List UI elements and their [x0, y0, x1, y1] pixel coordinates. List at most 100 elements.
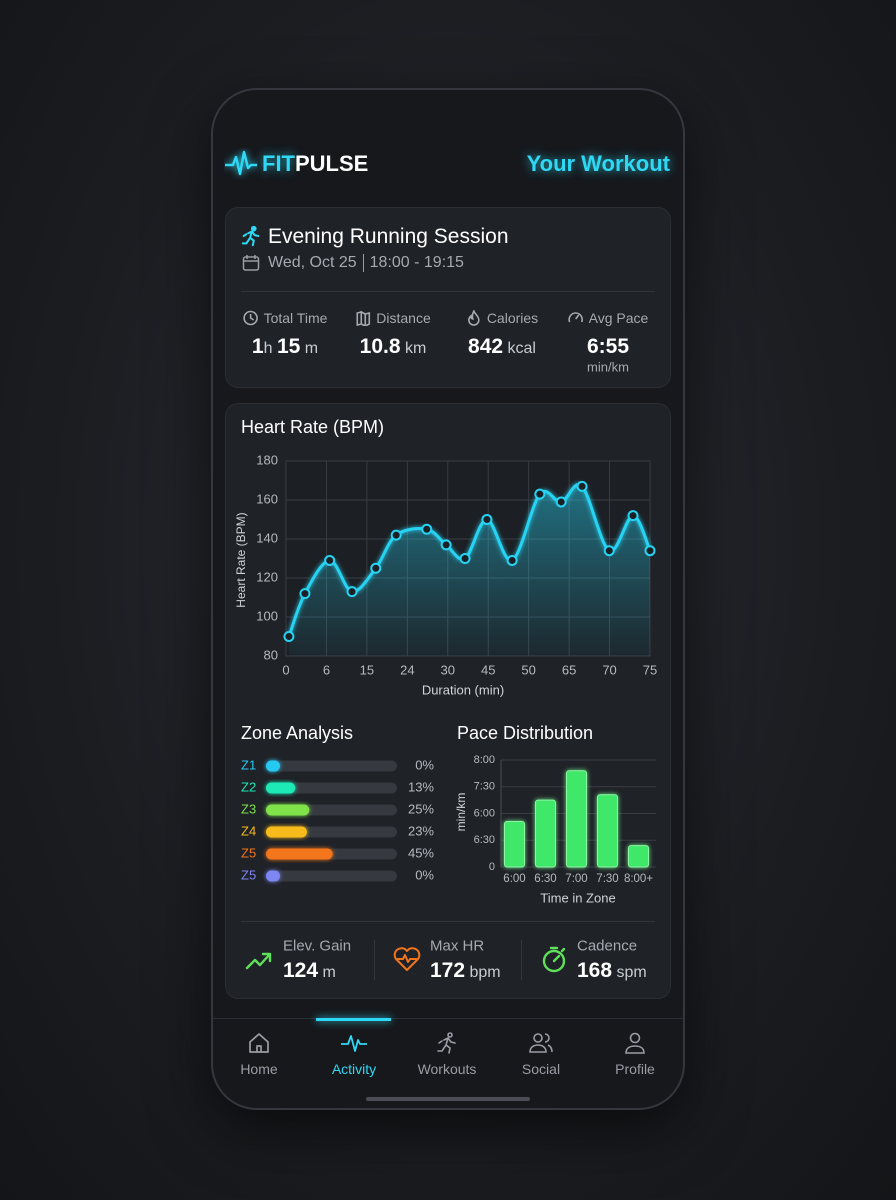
- point: [603, 545, 615, 557]
- x-tick-label: 7:00: [565, 873, 587, 885]
- divider: [241, 921, 655, 922]
- point: [576, 480, 588, 492]
- y-tick-label: 8:00: [474, 754, 495, 766]
- x-tick-label: 0: [282, 662, 289, 677]
- y-tick-label: 140: [256, 530, 278, 545]
- page-title: Your Workout: [526, 151, 670, 176]
- bar: [597, 794, 618, 868]
- point: [324, 554, 336, 566]
- home-indicator: [366, 1097, 530, 1101]
- zone-track: [266, 782, 397, 794]
- x-tick-label: 50: [521, 662, 535, 677]
- zone-value: 13%: [408, 779, 434, 794]
- stat-label: Avg Pace: [568, 310, 649, 326]
- point: [440, 539, 452, 551]
- chart-title: Pace Distribution: [457, 723, 593, 743]
- zone-track: [266, 870, 397, 882]
- x-tick-label: 7:30: [596, 873, 618, 885]
- profile-icon[interactable]: [623, 1031, 647, 1055]
- gauge-icon: [568, 312, 583, 323]
- zone-value: 0%: [415, 757, 434, 772]
- zone-value: 25%: [408, 801, 434, 816]
- stat-label: Distance: [355, 310, 431, 326]
- point: [555, 496, 567, 508]
- date-separator: [362, 254, 364, 272]
- logo-icon: [225, 150, 257, 176]
- x-tick-label: 6:30: [534, 873, 556, 885]
- zone-bar: [266, 870, 280, 882]
- unit: min/km: [587, 359, 629, 375]
- hours: 1: [251, 335, 264, 358]
- trend-icon: [245, 952, 272, 970]
- nav-profile[interactable]: Profile: [615, 1061, 655, 1077]
- summary-value: 124 m: [283, 959, 336, 983]
- zone-value: 45%: [408, 845, 434, 860]
- x-tick-label: 70: [602, 662, 616, 677]
- zone-label: Z2: [241, 779, 256, 794]
- bar: [504, 821, 525, 868]
- y-axis-label: Heart Rate (BPM): [234, 512, 248, 607]
- point: [627, 510, 639, 522]
- bar: [535, 799, 556, 868]
- summary-label: Max HR: [430, 937, 485, 955]
- chart-title: Zone Analysis: [241, 723, 353, 743]
- value: 172: [430, 959, 466, 982]
- nav-border: [213, 1018, 683, 1019]
- nav-activity[interactable]: Activity: [331, 1061, 377, 1077]
- heart-icon: [393, 947, 421, 971]
- clock-icon: [243, 310, 258, 326]
- zone-value: 23%: [408, 823, 434, 838]
- flame-icon: [468, 310, 480, 326]
- calendar-icon: [242, 255, 260, 271]
- session-card: [225, 207, 671, 388]
- x-axis-label: Duration (min): [422, 682, 504, 697]
- activity-icon[interactable]: [340, 1031, 368, 1055]
- zone-bar: [266, 804, 310, 816]
- x-tick-label: 30: [441, 662, 455, 677]
- value: 124: [283, 959, 319, 982]
- map-icon: [356, 310, 371, 326]
- summary-value: 172 bpm: [430, 959, 501, 983]
- point: [459, 553, 471, 564]
- social-icon[interactable]: [527, 1031, 555, 1055]
- workouts-icon[interactable]: [435, 1031, 459, 1055]
- zone-bar: [266, 760, 280, 772]
- y-tick-label: 0: [489, 861, 495, 873]
- y-axis-label: min/km: [454, 793, 468, 832]
- x-tick-label: 65: [562, 662, 576, 677]
- summary-label: Elev. Gain: [283, 937, 352, 955]
- nav-social[interactable]: Social: [521, 1061, 561, 1077]
- zone-track: [266, 760, 397, 772]
- zone-label: Z1: [241, 757, 256, 772]
- unit: m: [322, 964, 336, 981]
- stat-label: Calories: [466, 310, 538, 326]
- home-icon[interactable]: [247, 1031, 271, 1055]
- y-tick-label: 100: [256, 608, 278, 623]
- y-tick-label: 6:30: [474, 834, 495, 846]
- y-tick-label: 80: [264, 647, 278, 662]
- value: 842: [468, 335, 504, 358]
- y-tick-label: 7:30: [474, 781, 495, 793]
- stat-label: Total Time: [243, 310, 327, 326]
- x-tick-label: 15: [360, 662, 374, 677]
- stat-label-text: Avg Pace: [588, 310, 649, 326]
- value: 168: [577, 959, 613, 982]
- point: [370, 562, 382, 574]
- session-datetime: Wed, Oct 25 18:00 - 19:15: [268, 254, 464, 272]
- zone-bar: [266, 782, 296, 794]
- unit: h: [263, 340, 273, 357]
- stat-label-text: Distance: [376, 310, 431, 326]
- separator: [374, 940, 375, 980]
- value: 10.8: [359, 335, 401, 358]
- x-tick-label: 6:00: [503, 873, 525, 885]
- x-tick-label: 8:00+: [624, 873, 653, 885]
- nav-workouts[interactable]: Workouts: [417, 1061, 477, 1077]
- point: [299, 588, 311, 600]
- point: [506, 554, 518, 566]
- x-tick-label: 45: [481, 662, 495, 677]
- nav-home[interactable]: Home: [240, 1061, 278, 1077]
- x-tick-label: 24: [400, 662, 414, 677]
- zone-label: Z3: [241, 801, 256, 816]
